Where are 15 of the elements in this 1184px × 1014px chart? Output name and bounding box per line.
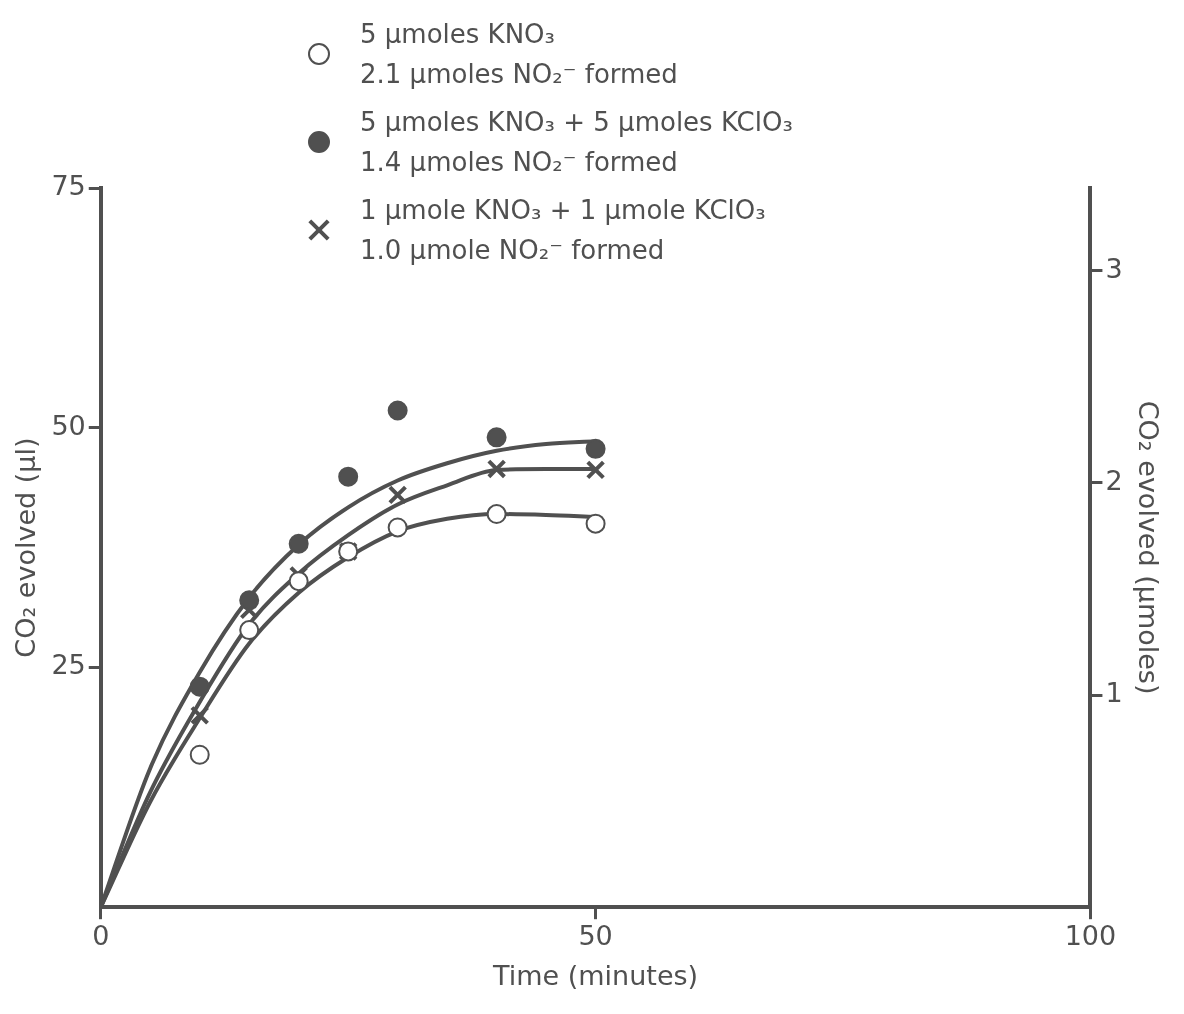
y2-tick-label: 3 xyxy=(1105,252,1123,284)
y2-tick-label: 1 xyxy=(1105,677,1123,709)
x-axis-title: Time (minutes) xyxy=(492,959,699,991)
x-tick-label: 50 xyxy=(578,920,613,952)
legend-label: 1 µmole KNO₃ + 1 µmole KClO₃ 1.0 µmole NO₂⁻ formed xyxy=(360,194,766,267)
y2-axis-title: CO₂ evolved (µmoles) xyxy=(1132,400,1164,695)
y-tick-label: 75 xyxy=(51,170,86,202)
x-tick-label: 100 xyxy=(1064,920,1117,952)
legend-label: 5 µmoles KNO₃ + 5 µmoles KClO₃ 1.4 µmoles NO₂⁻ formed xyxy=(360,106,793,179)
y-tick-label: 50 xyxy=(51,409,86,441)
y-axis-title: CO₂ evolved (µl) xyxy=(10,437,42,658)
y2-tick-label: 2 xyxy=(1105,464,1123,496)
x-tick-label: 0 xyxy=(92,920,110,952)
legend-label: 5 µmoles KNO₃ 2.1 µmoles NO₂⁻ formed xyxy=(360,18,678,91)
y-tick-label: 25 xyxy=(51,649,86,681)
